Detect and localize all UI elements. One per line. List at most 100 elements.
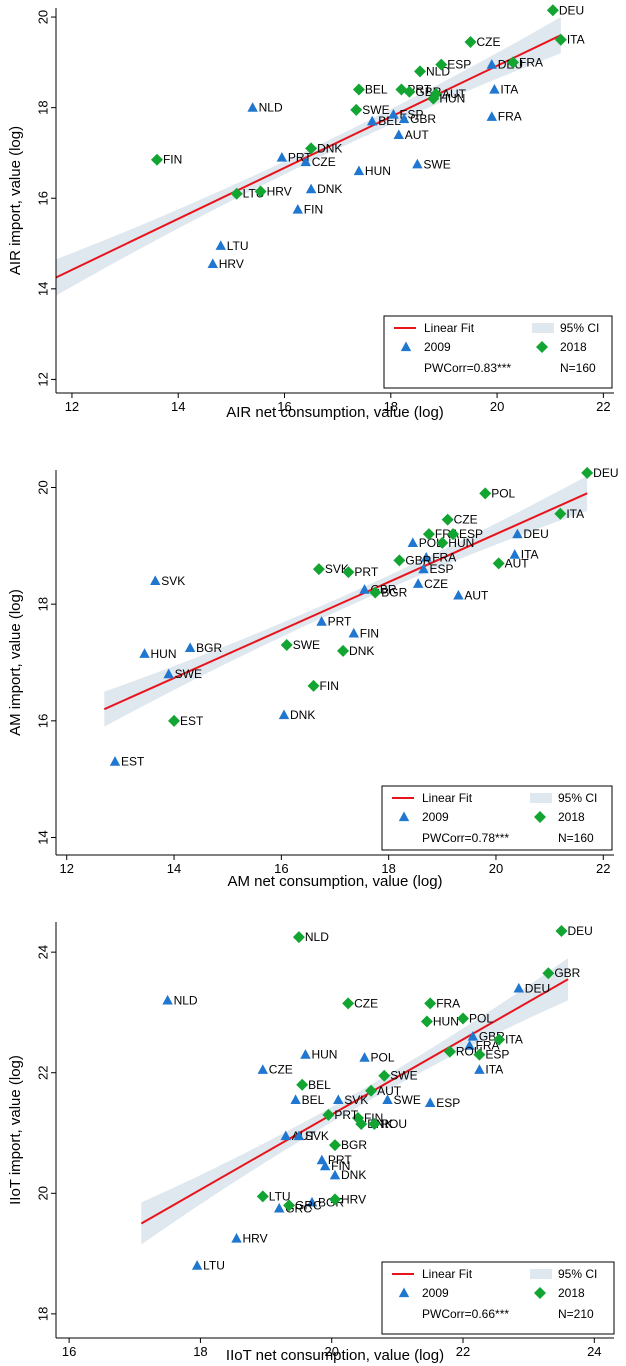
point-2009-hun [300,1049,311,1059]
x-tick-label: 16 [62,1344,76,1359]
point-label: SWE [390,1069,417,1083]
point-2018-hun [436,536,449,549]
legend-ci-label: 95% CI [560,321,599,335]
legend: Linear Fit 95% CI 2009 2018 PWCorr=0.66*** N=… [381,1261,615,1335]
point-2018-hun [420,1015,433,1028]
point-2009-bel [366,115,378,126]
point-2009-esp [388,108,399,119]
point-label: ROU [380,1117,407,1131]
y-tick-label: 22 [35,1065,50,1079]
legend-fit-label: Linear Fit [422,791,473,805]
point-label: HRV [243,1232,268,1246]
point-label: GBR [410,112,436,126]
point-2018-esp [473,1048,486,1061]
legend-2018-label: 2018 [558,810,585,824]
point-2009-fin [292,204,304,214]
point-2018-esp [435,58,448,71]
point-label: ESP [447,58,471,72]
y-tick-label: 18 [35,597,50,611]
legend-corr-stat: PWCorr=0.66*** [422,1307,509,1321]
x-axis-title: IIoT net consumption, value (log) [226,1347,444,1364]
x-tick-label: 18 [384,399,398,414]
legend-2018-marker [534,811,546,823]
point-label: BGR [381,586,407,600]
point-label: DNK [317,182,342,196]
point-2009-ita [474,1064,485,1074]
point-2018-deu [581,466,594,479]
point-label: ITA [485,1063,503,1077]
point-label: DNK [290,708,315,722]
legend-box [381,785,613,851]
point-2018-prt [342,566,355,579]
point-label: DEU [593,466,618,480]
point-2009-aut [393,129,404,139]
point-2018-grc [283,1199,296,1212]
x-tick-label: 24 [587,1344,601,1359]
legend-2009-marker [400,341,412,352]
y-tick-label: 14 [35,830,50,844]
point-2009-ltu [191,1260,203,1270]
x-tick-label: 22 [456,1344,470,1359]
point-2009-hun [353,165,365,176]
legend-ci-label: 95% CI [558,791,597,805]
point-2018-fin [150,153,163,166]
point-2009-svk [293,1130,305,1141]
legend-2009-marker [398,811,410,822]
point-2018-esp [447,528,460,541]
point-2018-bgr [329,1139,341,1152]
y-axis-title: AM import, value (log) [7,589,24,736]
legend: Linear Fit 95% CI 2009 2018 PWCorr=0.78*** N=… [381,785,613,851]
point-label: HRV [341,1192,366,1206]
point-label: POL [419,536,443,550]
point-label: SWE [175,667,202,681]
point-label: DEU [567,924,592,938]
legend-ci-swatch [530,793,552,803]
point-label: ESP [436,1096,460,1110]
fit-line [55,34,562,279]
point-label: SVK [161,574,185,588]
point-label: ESP [459,527,483,541]
legend-ci-swatch [532,323,554,333]
point-2009-dnk [329,1169,341,1180]
point-2018-bel [296,1078,309,1091]
point-2018-fra [422,528,435,541]
point-label: FIN [163,153,182,167]
point-2009-gbr [398,113,410,124]
fit-line [140,978,569,1225]
x-tick-label: 18 [193,1344,207,1359]
point-label: NLD [174,993,198,1007]
legend-ci-swatch [530,1269,552,1279]
point-label: LTU [227,239,249,253]
point-label: CZE [424,577,448,591]
y-tick-label: 20 [35,480,50,494]
point-2018-swe [350,103,363,116]
point-label: FIN [304,203,323,217]
x-tick-label: 20 [490,399,504,414]
chart-panel-2: 12 14 16 18 20 22 14 16 18 20 AM net consumption, … [7,466,619,890]
point-2018-cze [441,513,454,526]
point-2018-gbr [542,967,555,980]
x-tick-label: 18 [381,861,395,876]
point-label: CZE [269,1063,293,1077]
point-2009-prt [276,151,288,162]
point-label: DEU [559,3,584,17]
y-tick-label: 20 [35,1186,50,1200]
point-2018-hun [427,92,440,105]
point-2009-fra [486,111,497,121]
point-2009-grc [273,1202,285,1213]
point-2009-hun [139,648,150,658]
y-tick-label: 18 [35,100,50,114]
y-tick-label: 16 [35,714,50,728]
point-label: AUT [505,556,530,570]
point-2009-fin [348,627,360,638]
point-2018-swe [378,1069,391,1082]
point-2009-dnk [278,709,290,720]
point-2018-dnk [305,142,318,155]
legend-box [381,1261,615,1335]
point-2018-deu [546,4,559,17]
x-tick-label: 16 [274,861,288,876]
x-tick-label: 12 [59,861,73,876]
x-tick-label: 14 [167,861,181,876]
point-label: ITA [566,507,584,521]
point-2009-fra [464,1040,475,1050]
